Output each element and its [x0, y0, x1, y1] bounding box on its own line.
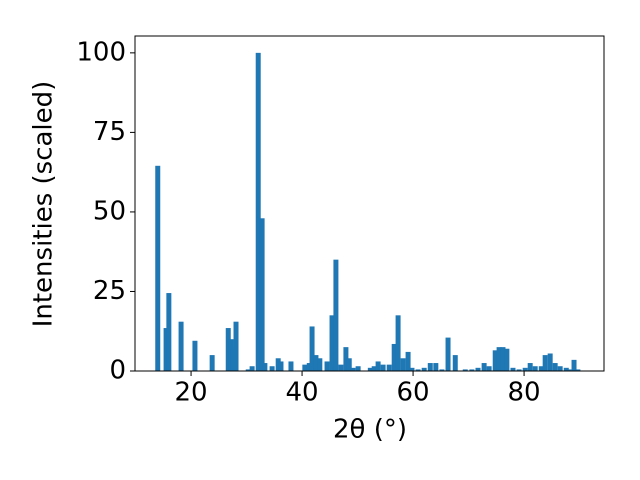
bar [566, 369, 572, 371]
bar [557, 366, 563, 371]
y-tick-label: 75 [93, 117, 126, 147]
y-tick-label: 100 [76, 37, 126, 67]
bar [427, 363, 433, 371]
bar [510, 367, 516, 371]
x-axis-label: 2θ (°) [333, 415, 407, 445]
bar [375, 361, 381, 371]
x-tick-label: 40 [286, 378, 319, 408]
bar [245, 369, 251, 371]
bar [350, 367, 356, 371]
bar [395, 315, 401, 371]
bar [343, 347, 349, 371]
x-tick-label: 80 [508, 378, 541, 408]
bar [532, 366, 538, 371]
bar [333, 259, 339, 371]
bar [317, 358, 323, 371]
y-tick-label: 25 [93, 276, 126, 306]
x-tick-label: 60 [397, 378, 430, 408]
bar [409, 367, 415, 371]
bar [492, 350, 498, 371]
bar [209, 355, 215, 371]
bar [527, 363, 533, 371]
bar [439, 369, 445, 371]
bar [329, 315, 335, 371]
bar [415, 369, 421, 371]
bar [192, 340, 198, 371]
bar [547, 353, 553, 371]
bar [163, 328, 169, 371]
bar [355, 366, 361, 371]
bar [486, 366, 492, 371]
y-axis-label: Intensities (scaled) [29, 81, 59, 328]
bar [563, 367, 569, 371]
bar [302, 364, 308, 371]
bar [269, 366, 275, 371]
bar [400, 358, 406, 371]
bar [371, 366, 377, 371]
bar [225, 328, 231, 371]
bar [346, 358, 352, 371]
bar [278, 361, 284, 371]
bar [155, 165, 161, 371]
bar [230, 348, 236, 371]
bar [445, 337, 451, 371]
bar [475, 367, 481, 371]
plot-frame [134, 35, 605, 372]
bar [288, 361, 294, 371]
bar [309, 326, 315, 371]
bar [496, 347, 502, 371]
bar [516, 369, 522, 371]
bar [433, 363, 439, 371]
bar [262, 363, 268, 371]
bar [324, 361, 330, 371]
bar [542, 355, 548, 371]
bar [575, 369, 581, 371]
bar [259, 218, 265, 371]
bar [166, 293, 172, 371]
bar [522, 367, 528, 371]
bar [504, 348, 510, 371]
bar [469, 369, 475, 371]
bar [452, 355, 458, 371]
bar [313, 355, 319, 371]
bar [275, 358, 281, 371]
y-tick-label: 0 [109, 356, 126, 386]
bar [367, 367, 373, 371]
bar [306, 363, 312, 371]
bar [233, 321, 239, 371]
bar [538, 366, 544, 371]
bar [571, 359, 577, 371]
bar [405, 351, 411, 371]
bar [178, 321, 184, 371]
bar [386, 364, 392, 371]
bar [255, 52, 261, 371]
bar [338, 364, 344, 371]
bar [391, 343, 397, 371]
x-tick-label: 20 [175, 378, 208, 408]
bar [380, 364, 386, 371]
bar [462, 369, 468, 371]
bar [481, 363, 487, 371]
bar [552, 363, 558, 371]
bar [421, 367, 427, 371]
y-tick-label: 50 [93, 196, 126, 226]
bar [249, 366, 255, 371]
bar [500, 347, 506, 371]
